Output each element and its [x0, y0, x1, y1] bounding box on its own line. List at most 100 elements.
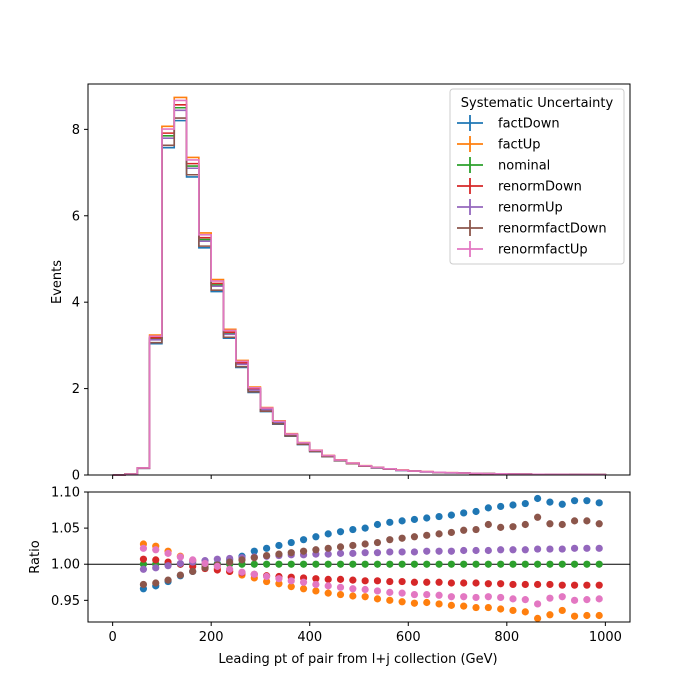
- ratio-point-factDown: [373, 520, 382, 529]
- ratio-point-nominal: [534, 560, 542, 568]
- ratio-point-renormfactDown: [312, 546, 320, 554]
- ratio-point-factUp: [521, 608, 529, 616]
- ratio-point-factDown: [534, 494, 542, 503]
- ratio-point-factUp: [336, 590, 345, 599]
- ratio-point-nominal: [423, 560, 431, 568]
- ratio-point-factDown: [361, 524, 369, 532]
- ratio-point-renormfactDown: [164, 576, 172, 584]
- ratio-point-nominal: [250, 560, 258, 568]
- ratio-point-renormDown: [373, 577, 382, 585]
- ratio-point-renormUp: [176, 559, 184, 568]
- legend-title: Systematic Uncertainty: [461, 96, 614, 111]
- ratio-point-renormfactDown: [583, 517, 591, 525]
- ratio-point-renormfactDown: [447, 528, 455, 537]
- ratio-point-factDown: [423, 514, 431, 522]
- ratio-point-renormfactDown: [238, 556, 246, 564]
- legend-label: renormUp: [498, 201, 563, 216]
- ratio-point-renormfactDown: [361, 540, 369, 548]
- ratio-point-factUp: [275, 580, 283, 588]
- ratio-point-renormfactDown: [324, 544, 332, 552]
- ratio-point-factUp: [299, 585, 308, 593]
- ratio-point-factDown: [349, 525, 357, 534]
- ratio-point-renormDown: [546, 580, 554, 589]
- ratio-point-renormfactDown: [226, 558, 234, 566]
- ratio-point-nominal: [287, 560, 295, 568]
- ratio-point-renormfactDown: [497, 523, 505, 531]
- ratio-point-factUp: [435, 600, 443, 608]
- ratio-point-factDown: [275, 541, 283, 550]
- ratio-point-factDown: [484, 504, 492, 512]
- ratio-point-factDown: [386, 518, 394, 526]
- ratio-point-renormUp: [410, 548, 419, 556]
- ratio-point-factDown: [558, 500, 566, 508]
- ratio-point-renormfactDown: [546, 520, 554, 528]
- ratio-point-renormDown: [324, 575, 332, 583]
- ratio-point-renormfactDown: [472, 525, 480, 534]
- ratio-point-renormDown: [361, 577, 369, 585]
- ratio-point-renormUp: [361, 549, 369, 557]
- bottom-y-tick-label: 1.10: [51, 486, 80, 501]
- ratio-point-renormfactDown: [435, 530, 443, 538]
- ratio-point-nominal: [558, 560, 566, 568]
- ratio-point-factUp: [423, 598, 431, 607]
- ratio-point-renormfactUp: [238, 568, 246, 576]
- ratio-point-renormfactDown: [275, 550, 283, 558]
- ratio-point-factDown: [398, 517, 406, 525]
- ratio-point-factUp: [447, 601, 455, 609]
- ratio-point-factUp: [546, 611, 554, 619]
- ratio-point-renormfactUp: [250, 570, 258, 578]
- legend-label: renormfactDown: [498, 222, 607, 237]
- ratio-point-renormfactDown: [299, 547, 308, 555]
- ratio-point-renormfactUp: [509, 595, 517, 603]
- top-y-tick-label: 0: [72, 469, 80, 484]
- y-axis-label-events: Events: [50, 260, 65, 304]
- ratio-point-nominal: [460, 560, 468, 568]
- top-plot-frame: [87, 83, 631, 476]
- ratio-point-factUp: [287, 583, 295, 591]
- ratio-point-renormfactDown: [534, 513, 542, 521]
- ratio-point-renormDown: [312, 575, 320, 583]
- ratio-point-renormUp: [558, 545, 566, 553]
- ratio-point-renormfactUp: [546, 594, 554, 602]
- top-y-tick-label: 2: [72, 382, 80, 397]
- ratio-point-renormUp: [336, 549, 345, 557]
- ratio-point-nominal: [435, 560, 443, 568]
- ratio-point-renormfactUp: [287, 577, 295, 585]
- ratio-point-renormfactUp: [484, 593, 492, 601]
- ratio-point-factUp: [460, 602, 468, 610]
- ratio-point-renormDown: [521, 580, 529, 589]
- ratio-point-factDown: [336, 528, 345, 536]
- ratio-point-renormUp: [349, 549, 357, 557]
- ratio-point-nominal: [139, 560, 148, 568]
- ratio-point-renormfactDown: [484, 520, 492, 529]
- ratio-point-renormUp: [570, 544, 579, 552]
- ratio-point-factUp: [534, 614, 542, 622]
- ratio-point-renormfactUp: [410, 590, 419, 599]
- legend-item-renormfactUp: renormfactUp: [457, 241, 588, 258]
- ratio-point-factUp: [373, 595, 382, 603]
- ratio-point-renormfactUp: [423, 590, 431, 599]
- bottom-x-tick-label: 200: [199, 630, 224, 645]
- ratio-point-renormfactDown: [139, 580, 148, 589]
- legend: Systematic Uncertainty factDown factUp nomi…: [449, 88, 625, 265]
- ratio-point-renormfactUp: [447, 593, 455, 601]
- ratio-point-factUp: [509, 606, 517, 615]
- ratio-point-renormfactDown: [398, 534, 406, 542]
- ratio-point-renormfactUp: [201, 559, 209, 568]
- legend-item-renormfactDown: renormfactDown: [457, 220, 607, 237]
- ratio-point-renormfactDown: [386, 536, 394, 544]
- ratio-point-nominal: [447, 560, 455, 568]
- ratio-point-renormDown: [509, 580, 517, 589]
- ratio-point-factDown: [447, 511, 455, 519]
- legend-label: renormDown: [498, 180, 582, 195]
- ratio-point-factUp: [312, 587, 320, 595]
- ratio-point-nominal: [263, 560, 271, 568]
- ratio-point-nominal: [497, 560, 505, 568]
- ratio-point-renormUp: [152, 564, 160, 572]
- ratio-point-renormfactUp: [213, 562, 221, 570]
- ratio-point-renormUp: [164, 562, 172, 570]
- ratio-point-renormfactDown: [336, 543, 345, 551]
- ratio-point-renormfactUp: [386, 588, 394, 596]
- ratio-point-nominal: [583, 560, 591, 568]
- ratio-point-factUp: [558, 606, 566, 615]
